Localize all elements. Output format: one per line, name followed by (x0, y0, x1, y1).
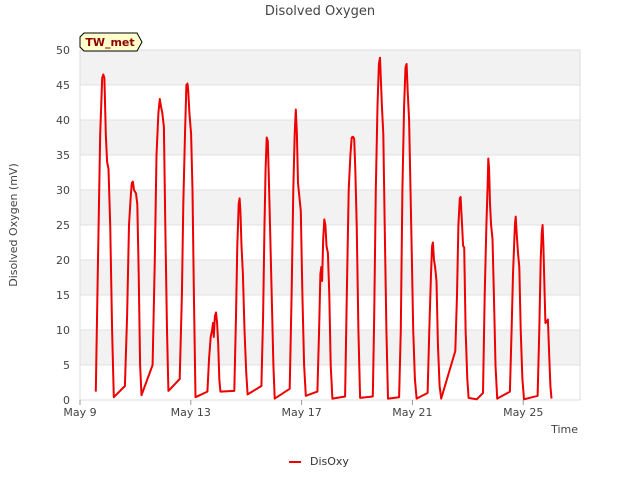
x-tick-label: May 17 (281, 406, 321, 419)
y-tick-label: 0 (63, 394, 70, 407)
series-line-disoxy (94, 56, 553, 401)
chart-title: Disolved Oxygen (265, 4, 375, 19)
plot-bands (80, 50, 580, 365)
y-tick-label: 10 (56, 324, 70, 337)
y-tick-label: 15 (56, 289, 70, 302)
y-tick-label: 35 (56, 149, 70, 162)
plot-frame (79, 49, 581, 401)
y-tick-label: 30 (56, 184, 70, 197)
y-tick-label: 45 (56, 79, 70, 92)
badge-label: TW_met (85, 36, 134, 49)
station-badge: TW_met (79, 32, 143, 52)
y-tick-label: 40 (56, 114, 70, 127)
legend-label-disoxy: DisOxy (310, 455, 349, 468)
x-tick-label: May 25 (503, 406, 543, 419)
y-axis-label: Disolved Oxygen (mV) (7, 163, 20, 287)
plot-band (80, 120, 580, 155)
y-axis-ticks: 0 5 10 15 20 25 30 35 40 45 50 (56, 44, 70, 407)
x-tick-label: May 21 (392, 406, 432, 419)
badge-shape (79, 32, 143, 52)
plot-band (80, 190, 580, 225)
x-axis-label: Time (550, 423, 578, 436)
y-tick-label: 25 (56, 219, 70, 232)
y-tick-label: 5 (63, 359, 70, 372)
y-tick-label: 20 (56, 254, 70, 267)
y-tick-label: 50 (56, 44, 70, 57)
x-axis-ticks: May 9 May 13 May 17 May 21 May 25 (63, 400, 543, 419)
legend: DisOxy (289, 455, 349, 468)
x-tick-label: May 9 (63, 406, 96, 419)
plot-band (80, 50, 580, 85)
x-tick-label: May 13 (171, 406, 211, 419)
